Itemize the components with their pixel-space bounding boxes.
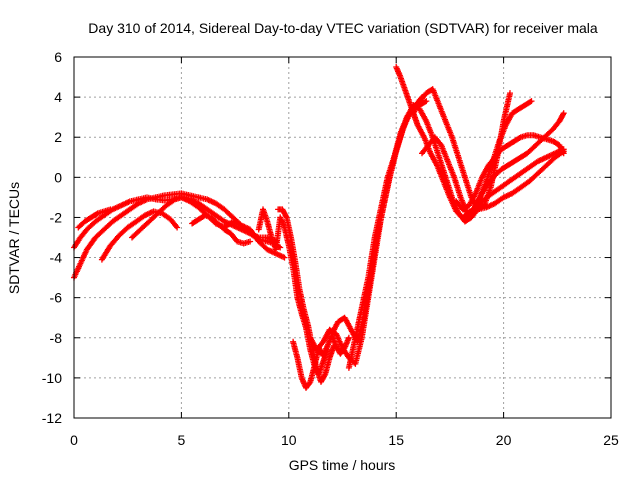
x-tick-label: 0 [70,432,78,448]
data-point-markers [75,206,114,231]
series-arc-16 [453,132,567,213]
y-tick-labels: -12 -10 -8 -6 -4 -2 0 2 4 6 [42,49,62,426]
data-points [71,64,567,391]
plot-frame [73,56,612,419]
series-arc-13 [393,64,567,221]
y-tick-label: -12 [42,410,62,426]
data-point-markers [189,212,254,247]
data-point-markers [393,64,567,221]
series-arc-8 [275,206,337,385]
y-tick-label: -8 [50,330,63,346]
y-tick-label: 4 [54,89,62,105]
data-point-markers [307,98,430,367]
x-axis-label: GPS time / hours [289,457,396,473]
data-point-markers [275,206,337,385]
y-tick-label: 0 [54,169,62,185]
data-point-markers [129,194,288,261]
series-arc-3 [75,206,114,231]
y-tick-label: -4 [50,250,63,266]
series-arc-10 [307,98,430,367]
axis-ticks [73,56,612,419]
data-point-markers [466,110,567,221]
data-point-markers [453,132,567,213]
y-axis-label: SDTVAR / TECUs [6,182,22,294]
y-tick-label: -2 [50,209,63,225]
x-tick-label: 15 [388,432,404,448]
y-tick-label: 2 [54,129,62,145]
series-arc-4 [98,208,181,263]
y-tick-label: -6 [50,290,63,306]
y-tick-label: 6 [54,49,62,65]
data-point-markers [98,208,181,263]
series-arc-17 [466,110,567,221]
x-tick-label: 25 [603,432,619,448]
y-tick-label: -10 [42,370,62,386]
x-tick-labels: 0 5 10 15 20 25 [70,432,619,448]
x-tick-label: 20 [496,432,512,448]
grid [74,57,611,418]
x-tick-label: 5 [178,432,186,448]
series-arc-5 [129,194,288,261]
chart-title: Day 310 of 2014, Sidereal Day-to-day VTE… [88,20,598,36]
series-arc-6 [189,212,254,247]
x-tick-label: 10 [281,432,297,448]
